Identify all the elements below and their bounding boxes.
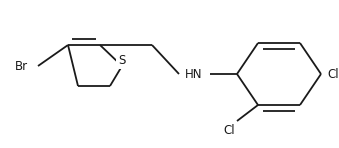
Text: Cl: Cl <box>223 123 235 136</box>
Text: Br: Br <box>15 59 28 73</box>
Text: Cl: Cl <box>327 67 339 81</box>
Text: S: S <box>118 53 126 66</box>
Text: HN: HN <box>185 67 203 81</box>
